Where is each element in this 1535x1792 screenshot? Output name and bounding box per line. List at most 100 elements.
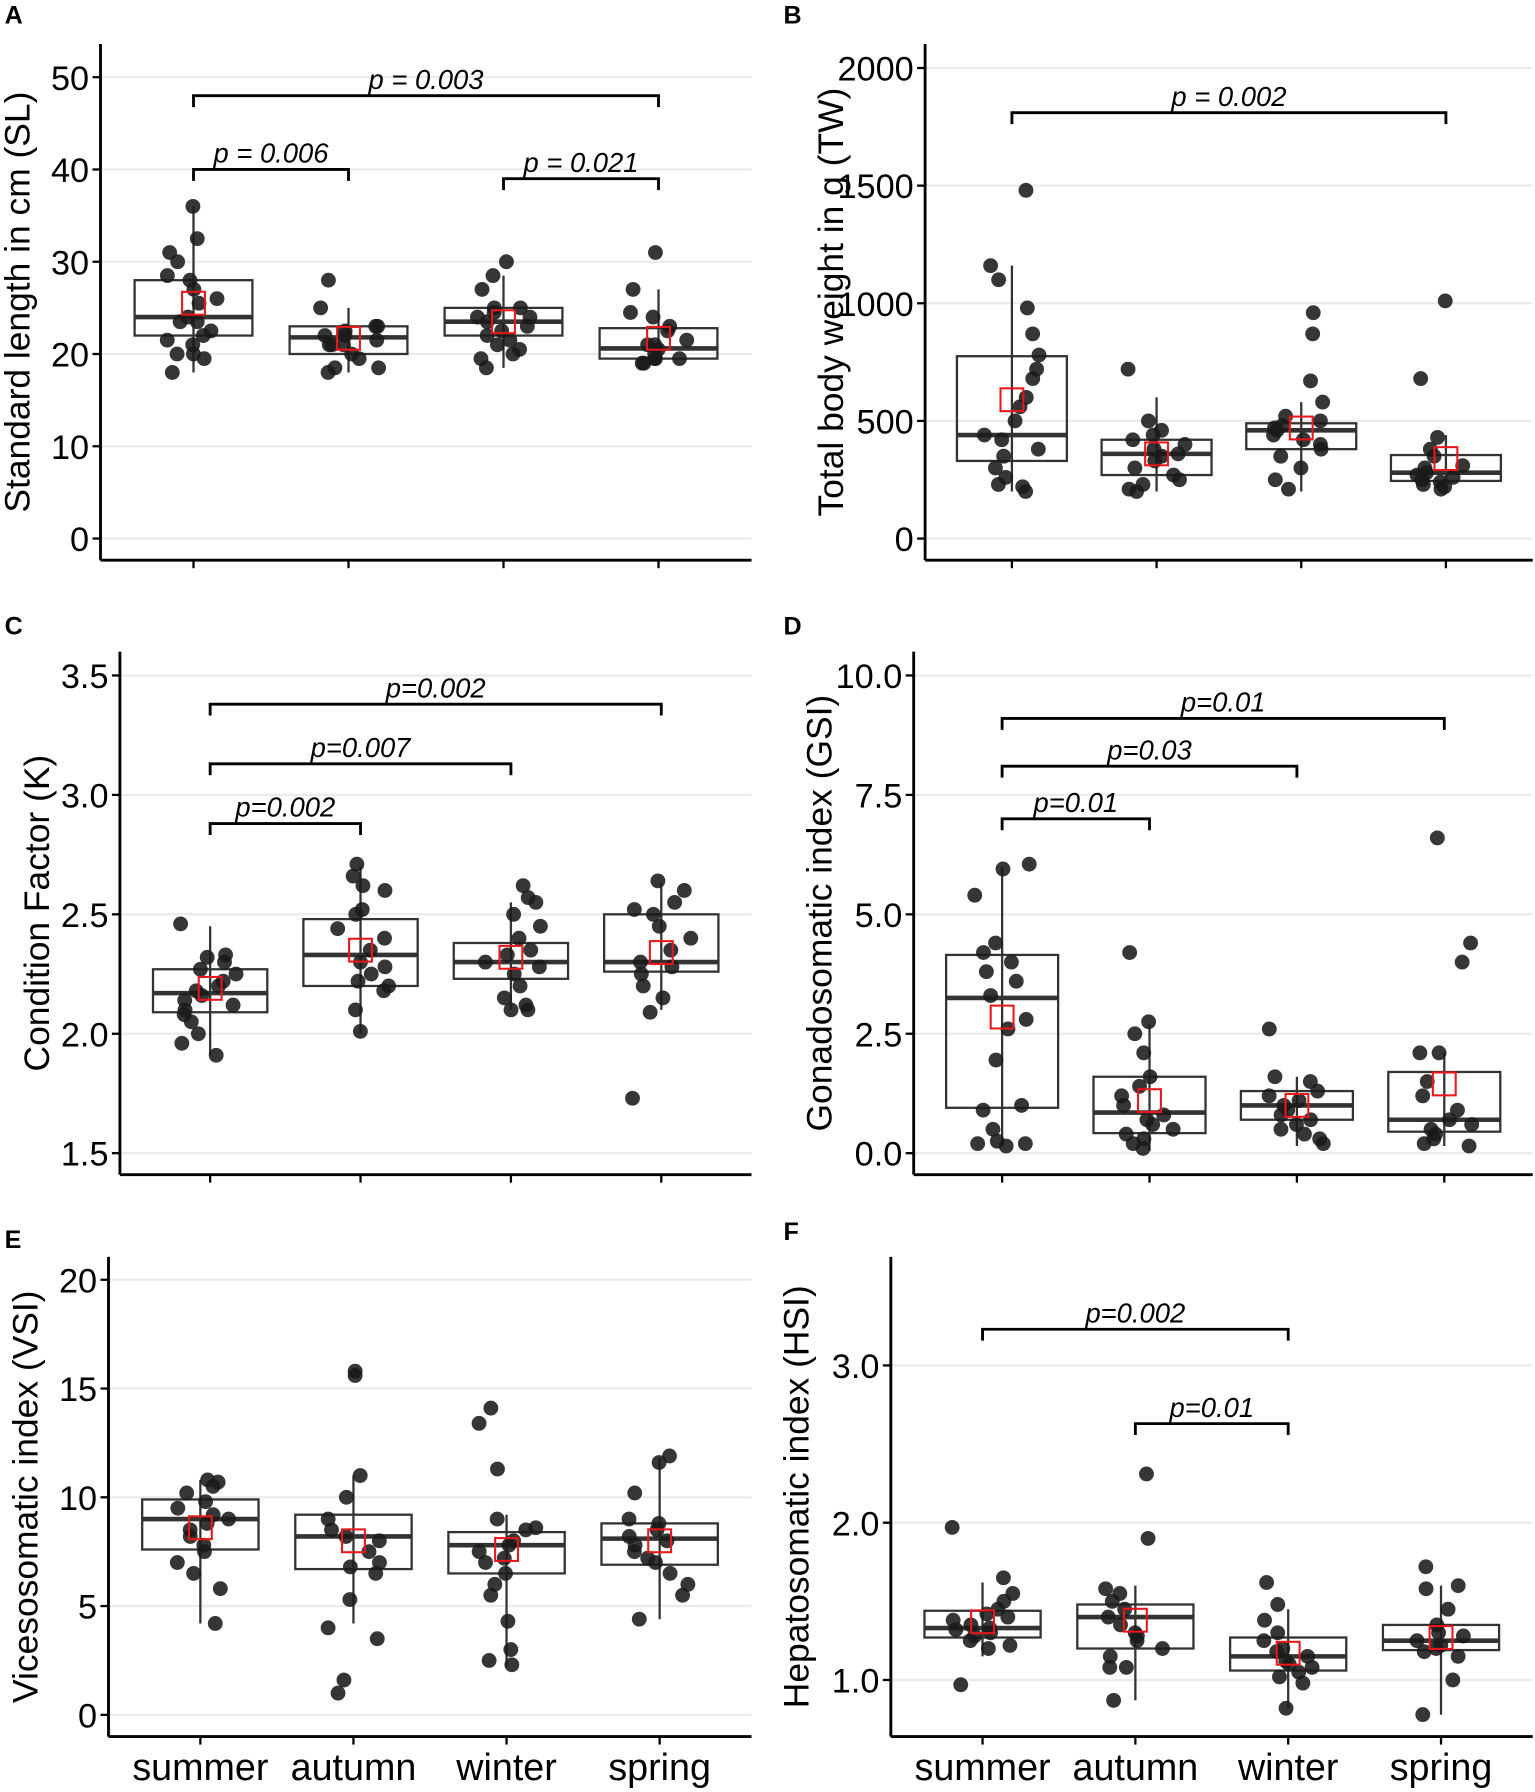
data-point	[1267, 472, 1283, 488]
data-point	[683, 930, 699, 946]
data-point	[170, 254, 186, 270]
data-point	[336, 1672, 352, 1688]
mean-marker	[989, 1004, 1015, 1030]
y-tick-label: 5.0	[855, 897, 903, 935]
data-point	[320, 1620, 336, 1636]
significance-bracket	[208, 762, 513, 776]
data-point	[523, 942, 539, 958]
data-point	[376, 983, 392, 999]
data-point	[627, 1544, 642, 1560]
data-point	[1125, 432, 1141, 448]
data-point	[186, 281, 202, 297]
data-point	[944, 1519, 960, 1535]
data-point	[221, 1511, 237, 1527]
data-point	[621, 1511, 637, 1527]
data-point	[371, 1533, 387, 1549]
data-point	[1272, 1669, 1287, 1685]
data-point	[633, 954, 648, 970]
data-point	[324, 337, 340, 353]
data-point	[1100, 1609, 1116, 1625]
data-point	[478, 1555, 493, 1570]
data-point	[996, 1570, 1011, 1586]
mean-marker	[197, 975, 223, 1001]
data-point	[1291, 1093, 1307, 1109]
data-point	[967, 887, 983, 903]
data-point	[1113, 1617, 1128, 1633]
data-point	[1315, 394, 1331, 410]
data-point	[498, 1566, 513, 1581]
data-point	[1018, 182, 1034, 198]
x-tick-label: winter	[455, 1746, 557, 1788]
data-point	[1018, 484, 1034, 499]
data-point	[499, 947, 515, 963]
y-tick-label: 2.0	[61, 1016, 109, 1054]
data-point	[975, 1102, 991, 1118]
data-point	[1270, 1597, 1286, 1612]
y-tick-label: 30	[51, 244, 89, 282]
data-point	[496, 990, 512, 1006]
data-point	[370, 318, 386, 334]
data-point	[1419, 1074, 1435, 1089]
data-point	[474, 281, 490, 297]
y-tick-label: 2.0	[832, 1505, 880, 1543]
data-point	[948, 1622, 964, 1638]
data-point	[313, 300, 329, 316]
data-point	[196, 351, 212, 367]
y-tick-label: 7.5	[855, 777, 903, 815]
data-point	[1293, 460, 1309, 476]
data-point	[651, 1455, 667, 1470]
data-point	[515, 878, 531, 894]
data-point	[1165, 1121, 1181, 1137]
significance-bracket	[1000, 764, 1299, 778]
y-tick-label: 5	[78, 1589, 97, 1627]
data-point	[1313, 441, 1329, 457]
data-point	[211, 978, 226, 994]
y-tick-label: 15	[59, 1371, 97, 1409]
data-point	[1129, 1633, 1145, 1649]
x-tick-label: autumn	[1073, 1746, 1199, 1788]
data-point	[648, 245, 663, 260]
p-value-label: p=0.01	[1168, 1392, 1254, 1423]
mean-marker	[498, 944, 524, 970]
data-point	[502, 332, 518, 348]
data-point	[1259, 1575, 1275, 1590]
y-tick-label: 1000	[837, 286, 913, 324]
data-point	[512, 978, 528, 994]
data-point	[345, 868, 361, 884]
data-point	[503, 1642, 519, 1658]
data-point	[513, 300, 528, 316]
data-point	[1433, 481, 1449, 497]
mean-marker	[1122, 1607, 1148, 1633]
y-axis-label: Condition Factor (K)	[17, 755, 57, 1072]
data-point	[1106, 1692, 1122, 1708]
data-point	[197, 1544, 212, 1560]
data-point	[623, 305, 638, 320]
data-point	[532, 918, 548, 934]
data-point	[1415, 1707, 1431, 1723]
y-tick-label: 40	[51, 152, 89, 190]
data-point	[208, 1047, 224, 1063]
y-tick-label: 20	[59, 1262, 97, 1300]
data-point	[1098, 1581, 1114, 1597]
data-point	[1003, 954, 1019, 970]
data-point	[1261, 1088, 1277, 1104]
data-point	[348, 1002, 363, 1018]
p-value-label: p=0.01	[1180, 687, 1266, 718]
data-point	[645, 906, 661, 922]
data-point	[1256, 1633, 1272, 1649]
data-point	[1019, 300, 1035, 316]
data-point	[199, 949, 215, 965]
data-point	[350, 973, 366, 989]
box	[1245, 422, 1358, 451]
data-point	[1431, 1045, 1447, 1061]
data-point	[1310, 1083, 1326, 1099]
y-tick-label: 10	[51, 429, 89, 467]
x-tick-label: spring	[1390, 1746, 1493, 1788]
data-point	[626, 902, 642, 917]
data-point	[225, 997, 241, 1013]
data-point	[1141, 413, 1156, 429]
data-point	[496, 1550, 512, 1566]
y-tick-label: 0	[70, 521, 89, 559]
data-point	[479, 314, 495, 330]
